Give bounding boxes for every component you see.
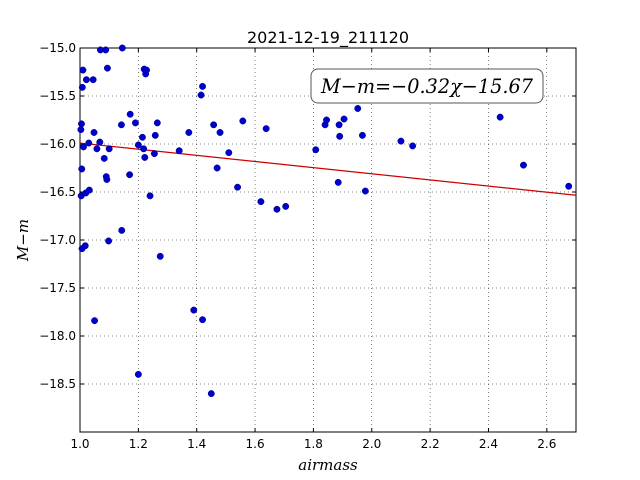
data-point [190,306,198,314]
data-point [103,64,111,72]
data-point [79,66,87,74]
data-point [100,154,108,162]
x-tick-label: 1.0 [70,437,89,451]
chart-title: 2021-12-19_211120 [247,28,409,48]
data-point [77,126,85,134]
y-tick-label: −15.5 [39,89,76,103]
annotation-box [310,68,544,104]
data-point [134,370,142,378]
data-point [358,131,366,139]
fit-annotation: M−m=−0.32χ−15.67 [310,68,544,104]
data-point [134,141,142,149]
data-point [273,205,281,213]
fit-layer [79,142,577,196]
grid [79,47,576,432]
data-point [216,129,224,136]
annotation-text: M−m=−0.32χ−15.67 [320,74,533,98]
axis-ticks: 1.0 1.2 1.4 1.6 1.8 2.0 2.2 2.4 2.6 −15.0 −15.5 −16… [39,41,576,451]
data-point [138,133,146,141]
data-point [143,66,150,74]
fit-line [79,142,577,196]
data-point [91,317,99,325]
data-point [81,242,89,250]
data-point [105,237,113,245]
x-tick-label: 2.6 [537,437,556,451]
data-point [80,143,87,151]
data-point [239,117,247,125]
data-point [312,146,320,154]
data-point [336,132,344,140]
y-tick-label: −18.0 [39,329,76,343]
data-point [323,116,330,124]
data-point [126,110,134,118]
data-point [409,142,417,150]
x-tick-label: 1.4 [187,437,206,451]
data-point [153,119,161,127]
data-point [82,76,90,84]
data-point [89,76,97,84]
data-point [85,139,93,147]
data-point [225,149,233,157]
data-point [96,138,104,146]
data-point [565,182,573,190]
data-point [90,129,98,136]
x-tick-label: 2.2 [421,437,440,451]
data-point [282,202,290,210]
data-point [210,121,218,129]
data-point [257,198,265,206]
data-point [199,316,206,324]
data-point [141,153,149,161]
x-tick-label: 2.4 [479,437,498,451]
data-point [185,129,193,136]
data-point [361,187,369,195]
y-tick-label: −16.5 [39,185,76,199]
data-point [117,121,125,129]
data-point [207,390,215,398]
data-point [496,113,504,121]
data-point [262,125,270,133]
data-point [340,115,348,123]
data-point [213,164,221,172]
data-point [140,145,148,153]
data-points [77,44,573,398]
data-point [234,183,242,191]
data-point [118,44,126,52]
data-point [118,226,126,234]
y-tick-label: −17.0 [39,233,76,247]
y-axis-label: M−m [14,219,32,262]
x-tick-label: 1.8 [304,437,323,451]
data-point [197,91,205,99]
data-point [78,165,86,173]
data-point [520,161,527,169]
data-point [93,145,101,153]
x-tick-label: 1.6 [246,437,265,451]
data-point [156,252,164,260]
y-tick-label: −15.0 [39,41,76,55]
y-tick-label: −17.5 [39,281,76,295]
data-point [131,119,139,127]
data-point [354,105,362,112]
x-tick-label: 2.0 [362,437,381,451]
data-point [199,82,206,90]
data-point [146,192,154,200]
data-point [78,83,86,91]
data-point [102,46,110,54]
data-point [103,176,111,183]
data-point [397,137,405,145]
data-point [78,120,85,128]
data-point [85,186,93,194]
x-axis-label: airmass [298,456,358,474]
x-tick-label: 1.2 [129,437,148,451]
data-point [105,145,113,153]
data-point [334,178,342,186]
data-point [175,147,183,155]
data-point [126,171,134,179]
y-tick-label: −16.0 [39,137,76,151]
data-point [150,150,158,158]
data-point [151,131,159,139]
y-tick-label: −18.5 [39,377,76,391]
data-point [335,121,343,129]
